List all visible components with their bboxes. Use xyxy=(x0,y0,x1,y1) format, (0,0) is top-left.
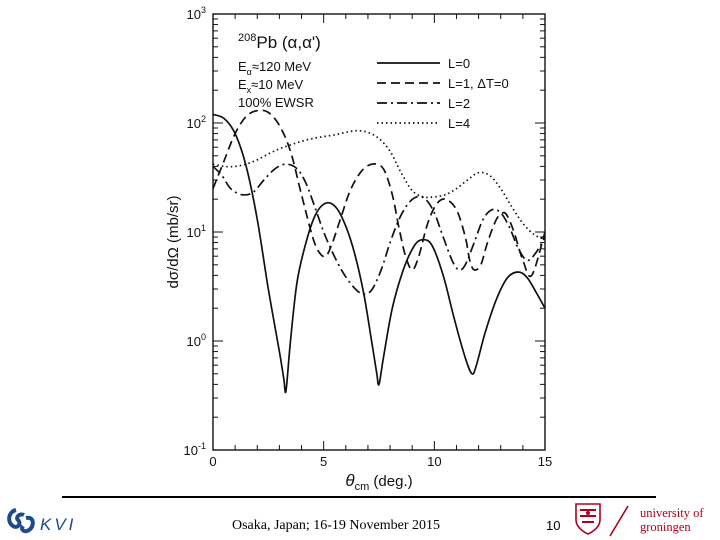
page-number: 10 xyxy=(546,518,561,533)
series-group xyxy=(212,109,546,394)
university-name-line2: groningen xyxy=(640,520,691,534)
university-name: university of groningen xyxy=(640,506,704,534)
kvi-logo-icon xyxy=(7,508,35,534)
info-line-2: Eα≈120 MeV xyxy=(238,59,311,77)
series-line-3 xyxy=(212,163,546,296)
y-axis-label: dσ/dΩ (mb/sr) xyxy=(165,196,182,289)
info-line-3: Ex≈10 MeV xyxy=(238,77,303,95)
series-line-1 xyxy=(212,113,546,394)
info-line-1: 208Pb (α,α') xyxy=(238,32,321,52)
x-tick-label: 15 xyxy=(538,454,552,469)
x-tick-label: 5 xyxy=(320,454,327,469)
university-name-line1: university of xyxy=(640,506,704,520)
x-tick-label: 0 xyxy=(209,454,216,469)
axes: 0 5 10 15 103 102 101 100 10-1 dσ/dΩ (mb/sr) θcm (… xyxy=(165,5,552,493)
kvi-label: KVI xyxy=(40,515,77,534)
x-tick-label: 10 xyxy=(427,454,441,469)
legend-label-3: L=2 xyxy=(448,96,470,111)
legend-label-1: L=0 xyxy=(448,56,470,71)
legend-label-2: L=1, ΔT=0 xyxy=(448,76,509,91)
series-line-2 xyxy=(212,109,546,278)
y-tick-label: 10-1 xyxy=(184,441,206,458)
y-tick-label: 100 xyxy=(187,332,206,349)
footer-divider xyxy=(62,496,656,498)
y-tick-label: 102 xyxy=(187,114,206,131)
y-tick-label: 103 xyxy=(187,5,206,22)
info-line-4: 100% EWSR xyxy=(238,95,314,110)
y-tick-label: 101 xyxy=(187,223,206,240)
university-slash-icon xyxy=(609,505,629,537)
university-crest-icon xyxy=(575,503,601,535)
x-axis-label: θcm (deg.) xyxy=(345,471,412,493)
cross-section-chart: 0 5 10 15 103 102 101 100 10-1 dσ/dΩ (mb/sr) θcm (… xyxy=(165,5,552,493)
legend: L=0 L=1, ΔT=0 L=2 L=4 xyxy=(377,56,509,131)
conference-footer: Osaka, Japan; 16-19 November 2015 xyxy=(232,518,441,533)
legend-label-4: L=4 xyxy=(448,116,470,131)
